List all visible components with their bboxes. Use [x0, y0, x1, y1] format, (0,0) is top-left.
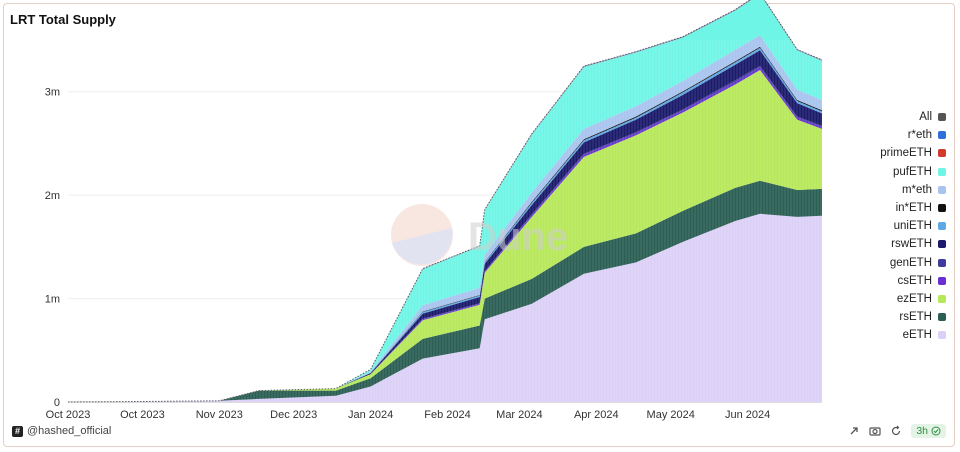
legend-label: rsETH — [899, 311, 932, 324]
dune-watermark: Dune — [391, 204, 568, 266]
x-tick-label: Nov 2023 — [196, 409, 243, 421]
x-tick-label: May 2024 — [647, 409, 695, 421]
y-tick-label: 1m — [45, 294, 60, 306]
legend-item-rsweth[interactable]: rswETH — [891, 237, 946, 251]
refresh-badge[interactable]: 3h — [911, 424, 946, 438]
x-tick-label: Oct 2023 — [46, 409, 91, 421]
legend-swatch — [938, 113, 946, 121]
area-ezeth[interactable] — [68, 70, 822, 402]
check-circle-icon — [931, 426, 941, 436]
legend-item-ineth[interactable]: in*ETH — [896, 201, 946, 215]
x-tick-label: Feb 2024 — [424, 409, 470, 421]
legend-item-reth[interactable]: r*eth — [908, 128, 946, 142]
x-axis-labels: Oct 2023 Oct 2023 Nov 2023 Dec 2023 Jan 2024… — [46, 409, 771, 421]
area-eeth[interactable] — [68, 213, 822, 402]
legend-item-cseth[interactable]: csETH — [897, 274, 946, 288]
legend-label: primeETH — [880, 147, 932, 160]
hash-icon: # — [12, 425, 23, 437]
x-tick-label: Oct 2023 — [120, 409, 165, 421]
footer-author[interactable]: # @hashed_official — [12, 425, 111, 437]
x-tick-label: Jun 2024 — [725, 409, 770, 421]
x-tick-label: Jan 2024 — [348, 409, 393, 421]
share-icon[interactable] — [848, 425, 860, 437]
legend-label: in*ETH — [895, 202, 932, 214]
legend-item-meth[interactable]: m*eth — [902, 183, 946, 197]
chart-areas — [67, 0, 823, 403]
legend-item-rseth[interactable]: rsETH — [899, 310, 946, 324]
legend-item-geneth[interactable]: genETH — [890, 256, 946, 270]
legend-swatch — [938, 185, 946, 194]
legend-swatch — [938, 131, 946, 140]
x-tick-label: Apr 2024 — [574, 409, 619, 421]
camera-icon[interactable] — [869, 425, 881, 437]
area-rseth[interactable] — [68, 180, 822, 402]
author-handle: @hashed_official — [27, 425, 112, 437]
footer-actions: 3h — [848, 424, 946, 438]
area-pufeth[interactable] — [68, 0, 822, 402]
chart-title: LRT Total Supply — [10, 12, 116, 27]
legend-label: ezETH — [896, 293, 932, 305]
x-tick-label: Dec 2023 — [270, 409, 317, 421]
legend-label: genETH — [889, 256, 932, 269]
legend-label: m*eth — [901, 183, 932, 196]
x-tick-label: Mar 2024 — [496, 409, 542, 421]
legend-item-primeeth[interactable]: primeETH — [880, 146, 946, 160]
legend-label: pufETH — [893, 165, 932, 178]
legend-swatch — [938, 240, 946, 249]
legend-swatch — [938, 295, 946, 303]
legend-label: rswETH — [891, 238, 932, 251]
legend-swatch — [938, 167, 946, 176]
y-tick-label: 2m — [45, 190, 60, 202]
refresh-icon[interactable] — [890, 425, 902, 437]
legend-label: uniETH — [893, 220, 932, 233]
y-axis-labels: 0 1m 2m 3m — [45, 87, 60, 409]
legend-swatch — [938, 276, 946, 285]
watermark-logo-shadow-icon — [392, 228, 453, 265]
legend-swatch — [938, 313, 946, 322]
legend-swatch — [938, 149, 946, 158]
legend-label: All — [919, 111, 932, 123]
legend-item-ezeth[interactable]: ezETH — [897, 292, 946, 306]
legend-swatch — [938, 331, 946, 340]
legend-item-unieth[interactable]: uniETH — [894, 219, 946, 233]
legend-swatch — [938, 204, 946, 212]
legend-label: csETH — [897, 274, 933, 287]
legend-item-eeth[interactable]: eETH — [903, 328, 946, 342]
legend-label: r*eth — [907, 129, 932, 142]
watermark-text: Dune — [468, 215, 568, 259]
legend-swatch — [938, 258, 946, 267]
bar-texture — [70, 40, 822, 402]
legend-swatch — [938, 222, 946, 231]
legend-item-pufeth[interactable]: pufETH — [893, 165, 946, 179]
refresh-interval: 3h — [916, 425, 928, 437]
series-all-line[interactable] — [67, 0, 823, 403]
y-tick-label: 0 — [54, 397, 60, 409]
legend-item-all[interactable]: All — [919, 110, 946, 124]
y-tick-label: 3m — [45, 87, 60, 99]
legend-label: eETH — [902, 329, 932, 342]
